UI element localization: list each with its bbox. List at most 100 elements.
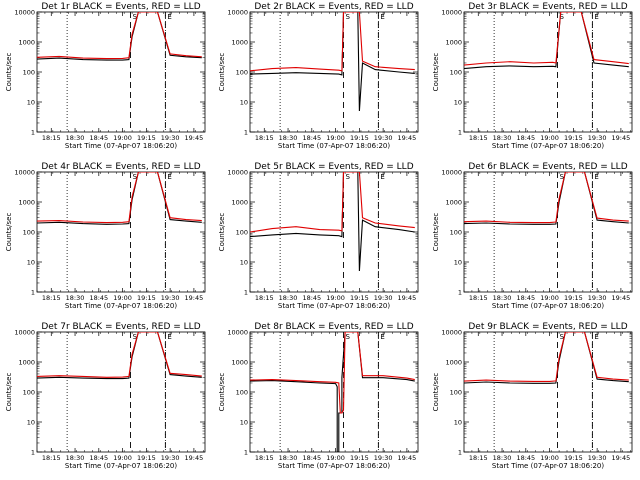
plot-frame <box>36 11 206 133</box>
x-tick-label: 19:45 <box>398 454 417 462</box>
flag-label: E <box>594 173 598 181</box>
series-red-line <box>250 332 415 414</box>
x-axis-label: Start Time (07-Apr-07 18:06:20) <box>492 142 604 150</box>
y-tick-label: 1000 <box>231 38 248 46</box>
y-tick-label: 1000 <box>231 198 248 206</box>
chart-panel-6: Det 6r BLACK = Events, RED = LLD 1 10 100 10… <box>432 162 633 310</box>
chart-title: Det 6r BLACK = Events, RED = LLD <box>468 162 627 172</box>
chart-panel-2: Det 2r BLACK = Events, RED = LLD 1 10 100 10… <box>218 2 419 150</box>
series-black-line <box>250 332 415 452</box>
y-axis-label: Counts/sec <box>5 373 13 412</box>
x-tick-label: 18:30 <box>493 294 512 302</box>
flag-label: E <box>380 173 384 181</box>
x-tick-label: 19:00 <box>540 454 559 462</box>
chart-title: Det 3r BLACK = Events, RED = LLD <box>468 2 627 12</box>
x-tick-label: 18:45 <box>89 134 108 142</box>
series-black-line <box>250 12 415 112</box>
y-tick-label: 1000 <box>445 38 462 46</box>
x-axis-label: Start Time (07-Apr-07 18:06:20) <box>65 302 177 310</box>
y-tick-label: 1 <box>458 288 462 296</box>
y-axis-label: Counts/sec <box>218 373 226 412</box>
y-tick-label: 10000 <box>227 328 248 336</box>
x-tick-label: 18:15 <box>42 134 61 142</box>
y-axis-label: Counts/sec <box>5 213 13 252</box>
chart-title: Det 7r BLACK = Events, RED = LLD <box>41 322 200 332</box>
series-red-line <box>250 12 415 72</box>
x-axis-label: Start Time (07-Apr-07 18:06:20) <box>278 142 390 150</box>
x-tick-label: 19:00 <box>326 294 345 302</box>
chart-title: Det 9r BLACK = Events, RED = LLD <box>468 322 627 332</box>
y-tick-label: 100 <box>236 228 248 236</box>
y-tick-label: 10000 <box>441 8 462 16</box>
x-tick-label: 19:30 <box>588 134 607 142</box>
x-tick-label: 19:00 <box>540 294 559 302</box>
y-tick-label: 10 <box>27 98 35 106</box>
x-tick-label: 18:15 <box>42 294 61 302</box>
flag-label: E <box>594 333 598 341</box>
x-tick-label: 19:30 <box>588 454 607 462</box>
series-black-line <box>464 172 629 225</box>
plot-frame <box>249 11 419 133</box>
x-tick-label: 18:45 <box>516 454 535 462</box>
x-tick-label: 18:30 <box>493 134 512 142</box>
x-tick-label: 18:15 <box>469 454 488 462</box>
chart-title: Det 2r BLACK = Events, RED = LLD <box>254 2 413 12</box>
x-tick-label: 18:30 <box>279 134 298 142</box>
y-tick-label: 10 <box>240 418 248 426</box>
series-red-line <box>464 332 629 382</box>
x-tick-label: 19:15 <box>564 134 583 142</box>
y-tick-label: 1 <box>31 288 35 296</box>
y-tick-label: 100 <box>236 68 248 76</box>
x-tick-label: 18:45 <box>302 294 321 302</box>
y-tick-label: 10000 <box>441 328 462 336</box>
y-axis-label: Counts/sec <box>432 373 440 412</box>
x-tick-label: 19:45 <box>185 294 204 302</box>
plot-frame <box>463 11 633 133</box>
y-tick-label: 100 <box>23 228 35 236</box>
x-tick-label: 18:15 <box>42 454 61 462</box>
x-tick-label: 18:45 <box>89 294 108 302</box>
x-tick-label: 18:15 <box>469 134 488 142</box>
flag-label: S <box>346 13 351 21</box>
flag-label: S <box>346 333 351 341</box>
flag-label: S <box>560 13 565 21</box>
x-tick-label: 19:15 <box>350 294 369 302</box>
flag-label: S <box>133 173 138 181</box>
series-black-line <box>464 332 629 384</box>
x-tick-label: 19:00 <box>540 134 559 142</box>
chart-panel-9: Det 9r BLACK = Events, RED = LLD 1 10 100 10… <box>432 322 633 470</box>
x-tick-label: 18:15 <box>255 454 274 462</box>
x-tick-label: 19:45 <box>398 134 417 142</box>
y-tick-label: 10000 <box>227 168 248 176</box>
plot-frame <box>463 331 633 453</box>
series-black-line <box>37 12 202 61</box>
y-tick-label: 10 <box>240 98 248 106</box>
y-tick-label: 10 <box>454 418 462 426</box>
flag-label: E <box>167 333 171 341</box>
x-tick-label: 18:30 <box>66 294 85 302</box>
x-axis-label: Start Time (07-Apr-07 18:06:20) <box>492 462 604 470</box>
y-tick-label: 100 <box>450 68 462 76</box>
y-axis-label: Counts/sec <box>5 53 13 92</box>
series-red-line <box>464 12 629 66</box>
x-tick-label: 18:45 <box>516 134 535 142</box>
x-axis-label: Start Time (07-Apr-07 18:06:20) <box>278 302 390 310</box>
chart-panel-4: Det 4r BLACK = Events, RED = LLD 1 10 100 10… <box>5 162 206 310</box>
x-axis-label: Start Time (07-Apr-07 18:06:20) <box>65 462 177 470</box>
x-tick-label: 18:45 <box>516 294 535 302</box>
y-tick-label: 10 <box>454 258 462 266</box>
plot-frame <box>36 171 206 293</box>
flag-label: S <box>560 333 565 341</box>
x-tick-label: 18:30 <box>279 294 298 302</box>
y-tick-label: 10000 <box>227 8 248 16</box>
series-black-line <box>37 332 202 380</box>
x-tick-label: 19:15 <box>350 134 369 142</box>
y-tick-label: 10 <box>454 98 462 106</box>
x-tick-label: 19:15 <box>350 454 369 462</box>
x-tick-label: 18:15 <box>469 294 488 302</box>
flag-label: E <box>167 13 171 21</box>
series-red-line <box>37 332 202 378</box>
flag-label: E <box>167 173 171 181</box>
x-tick-label: 18:15 <box>255 294 274 302</box>
